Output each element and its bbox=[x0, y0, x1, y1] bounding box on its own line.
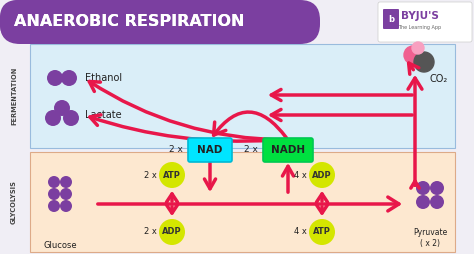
Text: CO₂: CO₂ bbox=[430, 74, 448, 84]
FancyBboxPatch shape bbox=[30, 152, 455, 252]
Text: NADH: NADH bbox=[271, 145, 305, 155]
FancyArrowPatch shape bbox=[283, 166, 293, 192]
Circle shape bbox=[159, 162, 185, 188]
FancyArrowPatch shape bbox=[204, 163, 216, 189]
Circle shape bbox=[63, 110, 79, 126]
FancyArrowPatch shape bbox=[98, 197, 399, 211]
FancyArrowPatch shape bbox=[214, 112, 286, 138]
Circle shape bbox=[430, 195, 444, 209]
Text: Ethanol: Ethanol bbox=[85, 73, 122, 83]
FancyArrowPatch shape bbox=[166, 205, 178, 213]
FancyBboxPatch shape bbox=[0, 0, 320, 44]
FancyArrowPatch shape bbox=[89, 82, 285, 140]
Text: 2 x: 2 x bbox=[244, 146, 258, 154]
Text: NAD: NAD bbox=[197, 145, 223, 155]
Circle shape bbox=[48, 188, 60, 200]
Circle shape bbox=[430, 181, 444, 195]
Text: The Learning App: The Learning App bbox=[399, 24, 442, 29]
Text: ADP: ADP bbox=[162, 228, 182, 236]
Text: Pyruvate
( x 2): Pyruvate ( x 2) bbox=[413, 228, 447, 248]
Circle shape bbox=[309, 219, 335, 245]
FancyArrowPatch shape bbox=[317, 205, 328, 213]
FancyArrowPatch shape bbox=[271, 109, 412, 121]
Circle shape bbox=[48, 176, 60, 188]
FancyBboxPatch shape bbox=[188, 138, 232, 162]
Circle shape bbox=[48, 200, 60, 212]
Circle shape bbox=[416, 181, 430, 195]
Circle shape bbox=[159, 219, 185, 245]
Text: Glucose: Glucose bbox=[43, 241, 77, 249]
Text: ADP: ADP bbox=[312, 170, 332, 180]
Circle shape bbox=[54, 100, 70, 116]
Text: ATP: ATP bbox=[163, 170, 181, 180]
Circle shape bbox=[416, 195, 430, 209]
FancyArrowPatch shape bbox=[408, 78, 422, 185]
Text: ANAEROBIC RESPIRATION: ANAEROBIC RESPIRATION bbox=[14, 14, 245, 29]
Circle shape bbox=[60, 176, 72, 188]
Text: ANAEROBIC RESPIRATION: ANAEROBIC RESPIRATION bbox=[14, 13, 245, 28]
Text: 2 x: 2 x bbox=[169, 146, 183, 154]
Text: 4 x: 4 x bbox=[293, 228, 306, 236]
FancyArrowPatch shape bbox=[317, 194, 328, 202]
Text: b: b bbox=[388, 14, 394, 24]
FancyArrowPatch shape bbox=[166, 194, 178, 202]
Text: 2 x: 2 x bbox=[144, 170, 156, 180]
FancyBboxPatch shape bbox=[0, 0, 310, 42]
Text: BYJU'S: BYJU'S bbox=[401, 11, 439, 21]
FancyBboxPatch shape bbox=[263, 138, 313, 162]
Text: 2 x: 2 x bbox=[144, 228, 156, 236]
FancyBboxPatch shape bbox=[378, 2, 472, 42]
Text: Lactate: Lactate bbox=[85, 110, 122, 120]
FancyArrowPatch shape bbox=[409, 63, 419, 74]
Circle shape bbox=[45, 110, 61, 126]
Circle shape bbox=[61, 70, 77, 86]
FancyArrowPatch shape bbox=[90, 115, 272, 141]
Text: GLYCOLYSIS: GLYCOLYSIS bbox=[11, 180, 17, 224]
Circle shape bbox=[404, 46, 422, 64]
Circle shape bbox=[47, 70, 63, 86]
Circle shape bbox=[412, 42, 424, 54]
FancyArrowPatch shape bbox=[271, 89, 412, 101]
Text: 4 x: 4 x bbox=[293, 170, 306, 180]
Circle shape bbox=[60, 200, 72, 212]
Circle shape bbox=[414, 52, 434, 72]
FancyArrowPatch shape bbox=[411, 181, 419, 188]
Circle shape bbox=[60, 188, 72, 200]
Text: ATP: ATP bbox=[313, 228, 331, 236]
FancyBboxPatch shape bbox=[383, 9, 399, 29]
Circle shape bbox=[309, 162, 335, 188]
FancyBboxPatch shape bbox=[30, 44, 455, 148]
Text: FERMENTATION: FERMENTATION bbox=[11, 67, 17, 125]
